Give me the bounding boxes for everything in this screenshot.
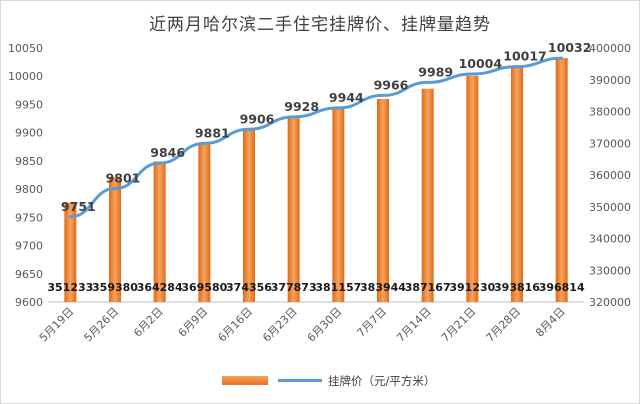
y-left-tick-label: 9650 <box>15 268 43 281</box>
y-right-tick-label: 330000 <box>589 264 631 277</box>
x-tick-label: 6月23日 <box>260 305 300 345</box>
bar <box>109 176 121 302</box>
bar <box>466 75 479 302</box>
line-value-label: 9944 <box>329 90 364 105</box>
bar <box>421 88 434 302</box>
legend-line-swatch <box>278 379 322 382</box>
line-value-label: 10032 <box>548 40 592 55</box>
bar-value-label: 383944 <box>360 281 406 294</box>
bar <box>555 58 568 302</box>
y-right-tick-label: 320000 <box>589 296 631 309</box>
bar <box>377 98 389 302</box>
bar <box>198 144 211 302</box>
line-value-label: 9751 <box>61 199 96 214</box>
y-left-tick-label: 10050 <box>8 42 43 55</box>
bar-value-label: 393816 <box>494 281 540 294</box>
chart-legend: 挂牌价（元/平方米） <box>0 370 640 392</box>
y-right-tick-label: 380000 <box>589 106 631 119</box>
bar <box>332 107 345 302</box>
x-tick-label: 6月30日 <box>305 305 345 345</box>
y-left-tick-label: 9900 <box>15 127 43 140</box>
x-tick-label: 5月19日 <box>37 305 77 345</box>
bar-value-label: 381157 <box>315 281 361 294</box>
chart-plot: 9600 9650 9700 9750 9800 9850 9900 9950 10000 100… <box>8 40 631 345</box>
x-tick-label: 7月21日 <box>439 305 479 345</box>
y-left-tick-label: 9850 <box>15 155 43 168</box>
y-right-tick-label: 340000 <box>589 233 631 246</box>
line-value-label: 9906 <box>240 111 275 126</box>
x-tick-label: 7月28日 <box>484 305 524 345</box>
line-value-label: 9846 <box>150 145 185 160</box>
x-tick-label: 7月7日 <box>354 305 389 340</box>
x-tick-label: 8月4日 <box>533 305 568 340</box>
y-right-tick-label: 390000 <box>589 74 631 87</box>
bar-value-label: 387167 <box>405 281 451 294</box>
line-value-label: 9989 <box>418 64 453 79</box>
chart-title: 近两月哈尔滨二手住宅挂牌价、挂牌量趋势 <box>149 15 491 35</box>
bar-value-label: 351233 <box>47 281 93 294</box>
x-tick-label: 7月14日 <box>394 305 434 345</box>
bar <box>511 67 523 302</box>
x-tick-label: 5月26日 <box>82 305 122 345</box>
y-left-tick-label: 10000 <box>8 70 43 83</box>
x-tick-label: 6月2日 <box>131 305 166 340</box>
y-left-tick-label: 9950 <box>15 98 43 111</box>
bar-value-label: 364284 <box>137 281 183 294</box>
legend-line-label: 挂牌价（元/平方米） <box>328 374 436 388</box>
y-right-tick-label: 360000 <box>589 169 631 182</box>
bar-value-label: 359380 <box>92 281 138 294</box>
bar-value-label: 369580 <box>181 281 227 294</box>
line-value-label: 10004 <box>459 56 503 71</box>
bar <box>153 161 166 302</box>
bar <box>64 202 77 302</box>
line-value-label: 9928 <box>284 99 319 114</box>
y-right-tick-label: 370000 <box>589 137 631 150</box>
line-value-label: 10017 <box>503 49 547 64</box>
bar <box>287 118 300 302</box>
bar-value-label: 396814 <box>539 281 585 294</box>
bar-value-label: 374356 <box>226 281 272 294</box>
y-left-tick-label: 9600 <box>15 296 43 309</box>
y-left-tick-label: 9700 <box>15 240 43 253</box>
bar-value-label: 391230 <box>449 281 495 294</box>
line-value-label: 9881 <box>195 125 230 140</box>
y-left-tick-label: 9800 <box>15 183 43 196</box>
bar-value-label: 377873 <box>271 281 317 294</box>
price-line <box>68 56 564 219</box>
line-value-label: 9966 <box>374 77 409 92</box>
bar <box>243 129 255 302</box>
y-right-tick-label: 350000 <box>589 201 631 214</box>
y-right-tick-label: 400000 <box>589 42 631 55</box>
x-tick-label: 6月9日 <box>176 305 211 340</box>
x-tick-label: 6月16日 <box>216 305 256 345</box>
legend-bar-swatch <box>222 376 268 385</box>
y-left-tick-label: 9750 <box>15 211 43 224</box>
line-value-label: 9801 <box>106 171 141 186</box>
